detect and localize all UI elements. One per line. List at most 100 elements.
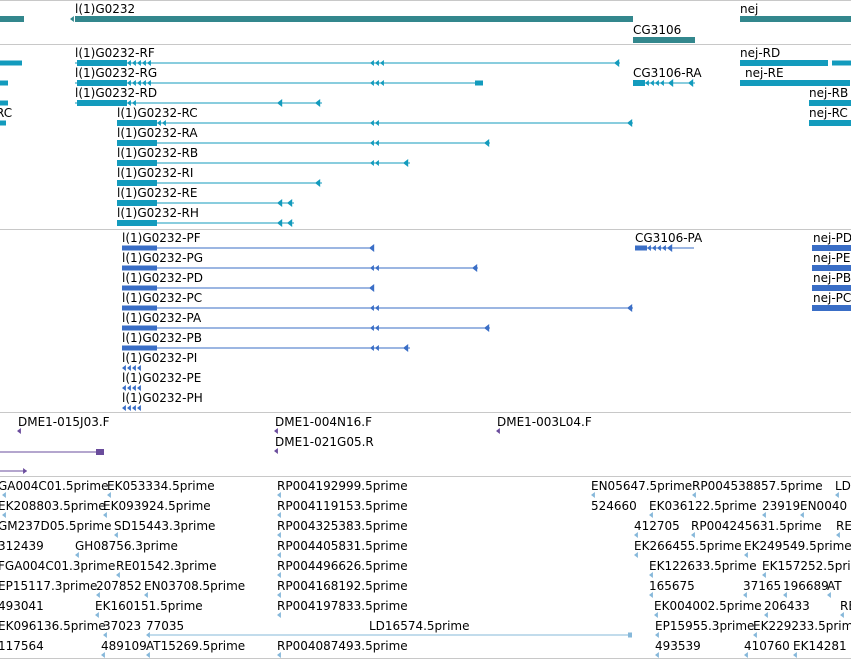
est-feature[interactable] (691, 532, 695, 538)
gene-label[interactable]: CG3106 (633, 23, 682, 37)
mrna-feature[interactable] (403, 159, 409, 167)
mrna-feature[interactable] (117, 160, 157, 166)
mrna-feature[interactable] (688, 79, 694, 87)
mrna-label[interactable]: l(1)G0232-RC (117, 106, 198, 120)
est-label[interactable]: EK122633.5prime (649, 559, 757, 573)
gene-feature[interactable] (70, 16, 74, 22)
est-feature[interactable] (835, 492, 839, 498)
est-feature[interactable] (783, 592, 787, 598)
est-label[interactable]: RP004119153.5prime (277, 499, 408, 513)
mrna-feature[interactable] (132, 80, 136, 86)
gene-feature[interactable] (633, 37, 695, 43)
protein-feature[interactable] (122, 365, 126, 371)
protein-feature[interactable] (812, 285, 851, 291)
est-feature[interactable] (277, 492, 281, 498)
mrna-feature[interactable] (77, 60, 127, 66)
mrna-feature[interactable] (655, 80, 659, 86)
est-feature[interactable] (591, 492, 595, 498)
est-label[interactable]: 37023 (103, 619, 142, 633)
protein-feature[interactable] (370, 345, 374, 351)
protein-feature[interactable] (137, 365, 141, 371)
mrna-feature[interactable] (277, 219, 283, 227)
est-feature[interactable] (827, 592, 831, 598)
mrna-feature[interactable] (370, 160, 374, 166)
est-label[interactable]: 207852 (96, 579, 142, 593)
protein-feature[interactable] (627, 304, 633, 312)
mrna-feature[interactable] (277, 199, 283, 207)
mrna-label[interactable]: nej-RE (745, 66, 784, 80)
est-feature[interactable] (744, 652, 748, 658)
protein-feature[interactable] (137, 405, 141, 411)
gene-feature[interactable] (0, 16, 24, 22)
est-label[interactable]: EK266455.5prime (634, 539, 742, 553)
protein-label[interactable]: l(1)G0232-PI (122, 351, 198, 365)
mrna-feature[interactable] (375, 140, 379, 146)
est-feature[interactable] (277, 572, 281, 578)
mrna-feature[interactable] (0, 80, 8, 86)
est-label[interactable]: 493041 (0, 599, 44, 613)
est-feature[interactable] (114, 532, 118, 538)
protein-label[interactable]: l(1)G0232-PE (122, 371, 202, 385)
est-feature[interactable] (146, 632, 150, 638)
mrna-label[interactable]: nej-RD (740, 46, 781, 60)
mrna-feature[interactable] (380, 60, 384, 66)
protein-feature[interactable] (122, 325, 157, 331)
est-feature[interactable] (634, 552, 638, 558)
protein-feature[interactable] (662, 245, 666, 251)
mrna-feature[interactable] (650, 80, 654, 86)
protein-label[interactable]: l(1)G0232-PB (122, 331, 202, 345)
protein-feature[interactable] (375, 345, 379, 351)
mrna-feature[interactable] (77, 100, 127, 106)
est-feature[interactable] (2, 512, 6, 518)
est-feature[interactable] (634, 532, 638, 538)
mrna-label[interactable]: l(1)G0232-RE (117, 186, 198, 200)
est-label[interactable]: EP15955.3prime (655, 619, 755, 633)
clone-feature[interactable] (274, 448, 278, 454)
mrna-feature[interactable] (370, 60, 374, 66)
est-feature[interactable] (277, 612, 281, 618)
mrna-feature[interactable] (375, 60, 379, 66)
est-feature[interactable] (649, 572, 653, 578)
est-feature[interactable] (753, 632, 757, 638)
mrna-feature[interactable] (627, 119, 633, 127)
est-feature[interactable] (762, 512, 766, 518)
est-label[interactable]: 37165 (743, 579, 782, 593)
protein-feature[interactable] (652, 245, 656, 251)
est-label[interactable]: RE (836, 519, 851, 533)
mrna-feature[interactable] (77, 80, 127, 86)
mrna-feature[interactable] (127, 80, 131, 86)
protein-feature[interactable] (122, 285, 157, 291)
mrna-label[interactable]: l(1)G0232-RH (117, 206, 199, 220)
protein-feature[interactable] (370, 305, 374, 311)
clone-feature[interactable] (96, 449, 104, 455)
protein-feature[interactable] (127, 405, 131, 411)
est-feature[interactable] (277, 652, 281, 658)
protein-label[interactable]: l(1)G0232-PC (122, 291, 203, 305)
mrna-feature[interactable] (484, 139, 490, 147)
protein-label[interactable]: l(1)G0232-PD (122, 271, 203, 285)
gene-label[interactable]: l(1)G0232 (75, 2, 136, 16)
est-label[interactable]: EK14281 (793, 639, 847, 653)
protein-feature[interactable] (375, 265, 379, 271)
mrna-feature[interactable] (277, 99, 283, 107)
mrna-feature[interactable] (147, 60, 151, 66)
est-feature[interactable] (2, 492, 6, 498)
clone-label[interactable]: DME1-015J03.F (18, 415, 110, 429)
mrna-feature[interactable] (633, 80, 645, 86)
est-label[interactable]: EK093924.5prime (103, 499, 211, 513)
mrna-label[interactable]: l(1)G0232-RG (75, 66, 158, 80)
gene-feature[interactable] (75, 16, 633, 22)
protein-label[interactable]: nej-PB (813, 271, 851, 285)
protein-label[interactable]: l(1)G0232-PG (122, 251, 204, 265)
est-label[interactable]: 23919 (762, 499, 801, 513)
clone-label[interactable]: DME1-004N16.F (275, 415, 373, 429)
protein-feature[interactable] (369, 244, 375, 252)
protein-feature[interactable] (132, 405, 136, 411)
est-feature[interactable] (96, 592, 100, 598)
mrna-feature[interactable] (315, 99, 321, 107)
est-label[interactable]: 165675 (649, 579, 695, 593)
mrna-feature[interactable] (375, 80, 379, 86)
est-feature[interactable] (103, 632, 107, 638)
est-label[interactable]: EK096136.5prime (0, 619, 106, 633)
protein-feature[interactable] (132, 365, 136, 371)
